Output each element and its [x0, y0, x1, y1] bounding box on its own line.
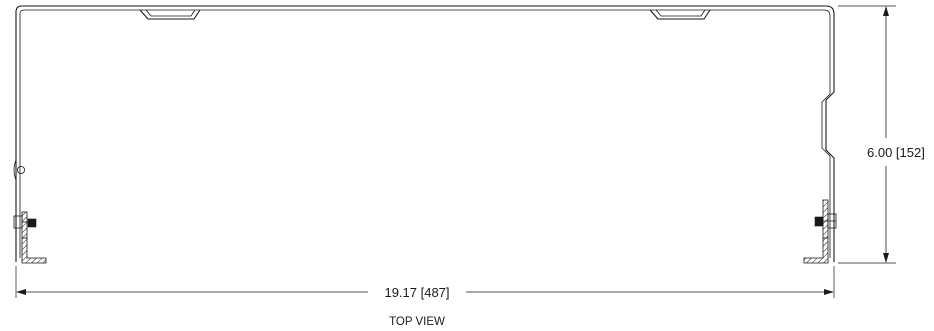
width-dimension-label: 19.17 [487] — [384, 285, 449, 300]
left-mounting-bracket — [13, 211, 47, 264]
enclosure-inner-outline — [19, 9, 831, 258]
top-tab-left-inner — [145, 9, 196, 17]
width-arrow-left — [16, 289, 26, 295]
hinge-bump — [13, 159, 17, 181]
hinge-circle — [16, 165, 25, 174]
left-nut — [27, 218, 37, 228]
left-bracket-section — [21, 237, 47, 264]
enclosure-outer-outline — [15, 5, 835, 262]
top-tab-left — [139, 9, 201, 20]
right-nut — [814, 216, 824, 227]
right-mounting-bracket — [803, 199, 837, 264]
top-tab-right — [649, 9, 711, 20]
right-bracket-section — [803, 237, 829, 264]
right-bracket-upper — [822, 199, 829, 239]
view-label: TOP VIEW — [389, 316, 445, 328]
left-screw-head — [13, 215, 23, 229]
width-arrow-right — [824, 289, 834, 295]
height-arrow-bottom — [883, 253, 889, 263]
height-arrow-top — [883, 6, 889, 16]
left-bracket-upper — [21, 211, 28, 239]
top-tab-right-inner — [655, 9, 706, 17]
height-dimension-label: 6.00 [152] — [867, 145, 925, 160]
